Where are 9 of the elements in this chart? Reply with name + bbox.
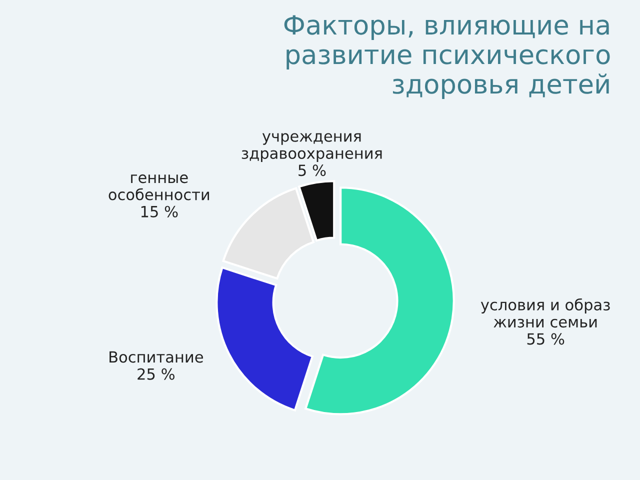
slice-label: учреждения здравоохранения: [242, 133, 382, 162]
data-label: 15 %: [141, 206, 178, 218]
slice-label: Воспитание: [110, 351, 203, 363]
data-label: 5 %: [298, 164, 326, 176]
data-label: 25 %: [138, 368, 174, 380]
data-label: 55 %: [527, 333, 564, 345]
chart-title: Факторы, влияющие на развитие психического здоровья детей: [284, 15, 610, 100]
slice-label: условия и образ жизни семьи: [480, 298, 610, 328]
slice-label: генные особенности: [108, 174, 209, 200]
